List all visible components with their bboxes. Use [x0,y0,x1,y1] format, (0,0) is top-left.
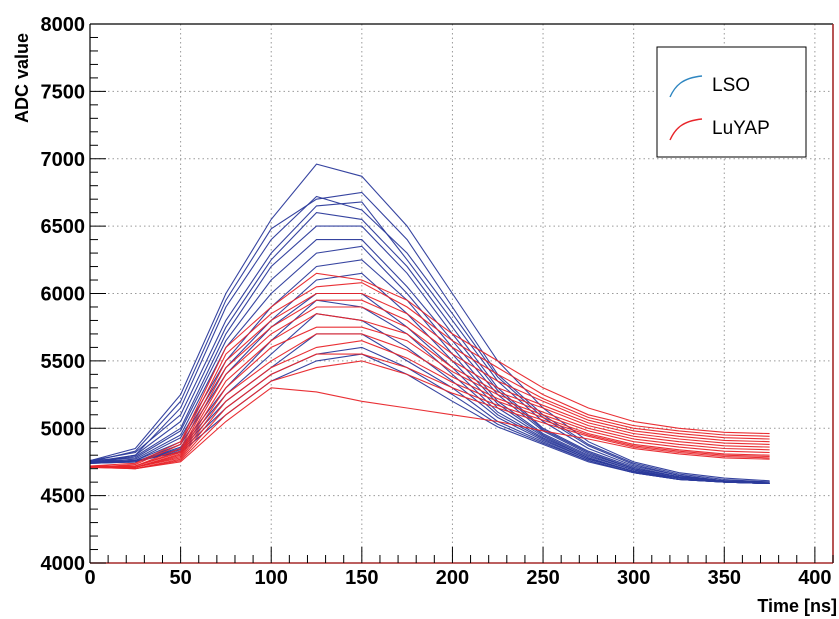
series-luyap-trace [89,282,770,468]
y-tick-label: 6000 [41,284,86,306]
series-lso-trace [89,191,770,483]
traces [89,163,770,485]
series-luyap-trace [89,299,770,468]
series-lso-trace [89,195,770,483]
x-tick-label: 50 [169,567,191,589]
x-tick-label: 300 [617,567,650,589]
series-luyap-trace [89,387,770,470]
x-axis-title: Time [ns] [757,596,837,616]
series-luyap-trace [89,353,770,470]
y-tick-label: 8000 [41,14,86,36]
y-tick-label: 6500 [41,216,86,238]
y-tick-label: 4000 [41,553,86,575]
series-luyap-trace [89,360,770,470]
x-tick-label: 400 [798,567,831,589]
legend-swatch-lso [669,75,703,98]
series-luyap-trace [89,272,770,467]
legend-label-lso: LSO [712,75,750,96]
series-luyap-trace [90,313,770,468]
series-luyap-trace [89,326,770,468]
x-tick-label: 200 [436,567,469,589]
y-tick-label: 7500 [41,81,86,103]
series-luyap-trace [90,333,770,468]
series-lso-trace [89,163,770,482]
x-tick-label: 100 [255,567,288,589]
legend-box [656,46,807,158]
axis-ticks [89,23,834,564]
series-lso-trace [89,239,770,483]
series-luyap-trace [90,306,770,467]
y-tick-label: 5000 [41,418,86,440]
x-tick-label: 0 [84,567,95,589]
x-tick-label: 150 [345,567,378,589]
tick-labels: 0 50 100 150 200 250 300 350 400 4000 4500 5000 5500… [41,14,832,589]
x-tick-label: 350 [708,567,741,589]
y-axis-title: ADC value [12,33,32,123]
series-luyap-trace [90,292,770,467]
legend: LSO LuYAP [656,46,807,158]
plot-frame [89,23,834,564]
y-tick-label: 5500 [41,351,86,373]
legend-swatch-luyap [669,118,703,141]
x-tick-label: 250 [526,567,559,589]
series-lso-trace [89,212,770,483]
y-tick-label: 4500 [41,486,86,508]
series-luyap-trace [89,340,770,468]
series-lso-trace [89,201,770,483]
y-tick-label: 7000 [41,149,86,171]
legend-label-luyap: LuYAP [712,118,770,139]
